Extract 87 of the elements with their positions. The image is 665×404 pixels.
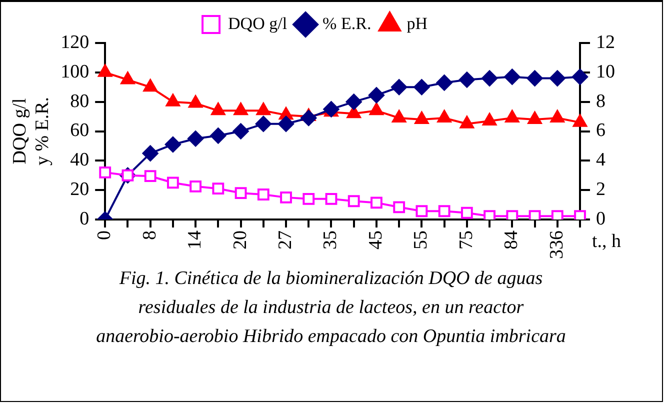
point (257, 188, 270, 200)
point (348, 195, 360, 208)
legend-label: pH (406, 14, 428, 33)
point (300, 110, 317, 126)
point (164, 136, 181, 152)
x-tick-label: 14 (184, 230, 206, 250)
point (325, 192, 338, 205)
y2-tick-label: 12 (596, 32, 615, 53)
point (484, 210, 496, 220)
y-axis-title: DQO g/l y % E.R. (9, 96, 54, 166)
point (280, 191, 292, 204)
point (572, 114, 588, 127)
y2-tick-label: 10 (596, 61, 615, 82)
point (211, 102, 226, 116)
point (416, 205, 428, 218)
x-tick-label: 84 (501, 230, 522, 250)
point (368, 87, 384, 104)
x-tick-label: 336 (546, 230, 568, 259)
point (550, 110, 564, 123)
x-tick-label: 8 (139, 230, 160, 240)
point (256, 102, 270, 116)
point (144, 170, 156, 182)
point (414, 79, 430, 96)
point (99, 166, 112, 178)
x-tick-label: 75 (456, 230, 477, 250)
point (142, 145, 158, 162)
point (255, 116, 272, 132)
caption: Fig. 1. Cinética de la biomineralización DQO de aguas residuales de la industria de lacteos, en un reactor anaerobio-aerobio Hibrido empacado con Opuntia imbricara (96, 267, 566, 349)
y-tick-label: 100 (60, 61, 90, 82)
point (188, 95, 203, 108)
y2-tick-label: 6 (596, 120, 606, 142)
point (278, 116, 294, 132)
point (505, 110, 520, 123)
x-tick-label: 0 (94, 230, 116, 240)
point (166, 176, 179, 189)
point (346, 94, 362, 110)
point (482, 112, 497, 126)
y-tick-label: 60 (70, 120, 90, 142)
point (482, 70, 498, 86)
point (436, 74, 452, 91)
point (528, 111, 542, 124)
point (528, 210, 541, 220)
x-tick-label: 45 (365, 230, 386, 250)
y2-tick-label: 4 (596, 150, 606, 171)
point (212, 182, 224, 195)
x-tick-label: 20 (230, 230, 251, 250)
point (437, 110, 452, 123)
point (458, 72, 475, 88)
x-tick-label: 27 (275, 230, 296, 250)
point (460, 116, 474, 128)
point (120, 72, 135, 84)
point (438, 205, 450, 218)
point (234, 102, 248, 116)
point (460, 206, 473, 219)
point (370, 196, 382, 209)
point (234, 187, 247, 199)
x-axis-title: t., h (592, 230, 622, 252)
legend-label: % E.R. (322, 14, 372, 33)
y-tick-label: 120 (60, 32, 90, 53)
point (572, 68, 588, 85)
point (574, 210, 586, 220)
y-tick-label: 20 (70, 179, 90, 200)
y-tick-label: 80 (70, 90, 90, 112)
point (302, 192, 315, 205)
point (190, 180, 202, 192)
point (506, 210, 518, 220)
y2-tick-label: 2 (596, 179, 606, 200)
x-tick-label: 55 (410, 230, 432, 250)
y2-tick-label: 8 (596, 90, 606, 112)
point (414, 111, 429, 124)
legend-label: DQO g/l (228, 14, 288, 33)
point (98, 64, 112, 77)
point (369, 102, 384, 116)
point (549, 70, 566, 86)
x-tick-label: 35 (320, 230, 342, 250)
point (391, 79, 408, 96)
point (188, 130, 204, 147)
point (526, 70, 543, 86)
point (504, 68, 520, 85)
point (392, 110, 406, 123)
point (166, 94, 180, 106)
point (143, 79, 158, 92)
point (393, 201, 406, 214)
point (210, 128, 226, 144)
point (551, 210, 564, 220)
point (232, 123, 249, 140)
y-tick-label: 40 (70, 150, 90, 171)
